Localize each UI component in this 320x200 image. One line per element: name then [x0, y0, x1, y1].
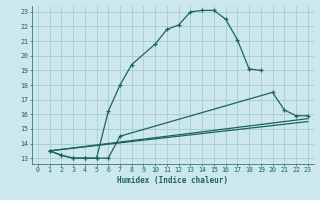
X-axis label: Humidex (Indice chaleur): Humidex (Indice chaleur) — [117, 176, 228, 185]
